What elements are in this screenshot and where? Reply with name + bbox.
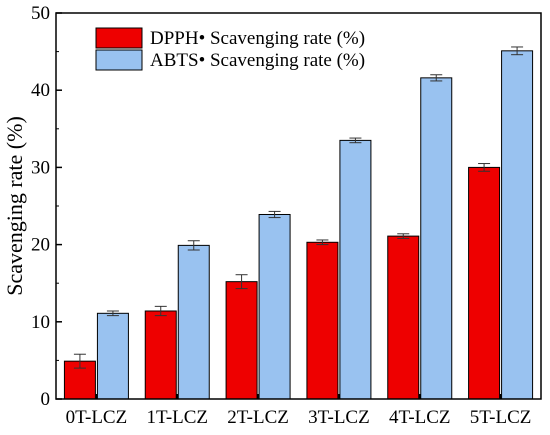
bar bbox=[225, 281, 258, 400]
x-tick-label: 2T-LCZ bbox=[227, 407, 289, 428]
legend-label-dpph: DPPH• Scavenging rate (%) bbox=[150, 28, 365, 49]
y-tick-label: 30 bbox=[31, 157, 50, 178]
x-tick-label: 0T-LCZ bbox=[66, 407, 128, 428]
bar bbox=[177, 244, 210, 400]
y-tick-label: 50 bbox=[31, 3, 50, 24]
y-tick-label: 20 bbox=[31, 235, 50, 256]
x-axis: 0T-LCZ 1T-LCZ 2T-LCZ 3T-LCZ 4T-LCZ 5T-LCZ bbox=[66, 394, 532, 428]
y-tick-label: 0 bbox=[41, 389, 51, 410]
bars-layer bbox=[63, 50, 534, 400]
y-axis: 0 10 20 30 40 50 bbox=[31, 3, 62, 410]
x-tick-label: 3T-LCZ bbox=[308, 407, 370, 428]
bar bbox=[420, 77, 453, 400]
x-tick-label: 5T-LCZ bbox=[470, 407, 532, 428]
bar bbox=[339, 139, 372, 400]
x-tick-label: 4T-LCZ bbox=[389, 407, 451, 428]
error-bars-layer bbox=[73, 46, 524, 369]
legend-label-abts: ABTS• Scavenging rate (%) bbox=[150, 50, 365, 71]
bar bbox=[144, 310, 177, 400]
bar bbox=[501, 50, 534, 400]
bar bbox=[258, 213, 291, 400]
bar bbox=[96, 312, 129, 400]
legend-swatch-dpph bbox=[95, 27, 143, 49]
legend-swatch-abts bbox=[95, 49, 143, 71]
legend: DPPH• Scavenging rate (%) ABTS• Scavengi… bbox=[95, 27, 365, 71]
y-tick-label: 40 bbox=[31, 80, 50, 101]
x-tick-label: 1T-LCZ bbox=[146, 407, 208, 428]
bar bbox=[306, 241, 339, 400]
bar bbox=[387, 235, 420, 400]
bar bbox=[468, 166, 501, 400]
y-tick-label: 10 bbox=[31, 312, 50, 333]
y-axis-title: Scavenging rate (%) bbox=[2, 116, 27, 296]
